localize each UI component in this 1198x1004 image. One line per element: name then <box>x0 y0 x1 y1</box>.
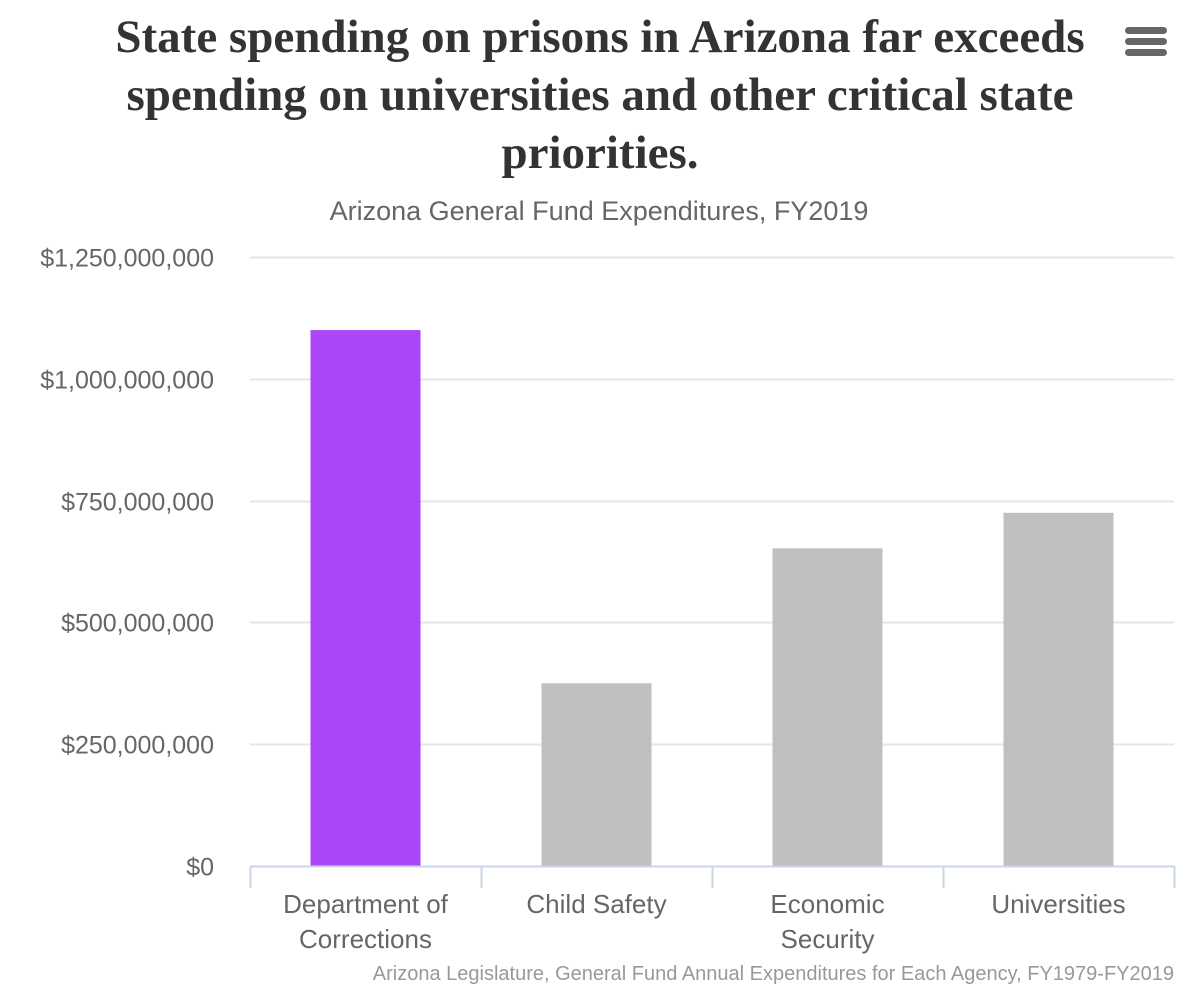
y-tick-label: $1,250,000,000 <box>40 245 214 273</box>
chart-title: State spending on prisons in Arizona far… <box>115 11 1085 179</box>
x-tick-label: Child Safety <box>526 889 666 919</box>
bar-economic-security <box>772 548 883 866</box>
x-tick-label-line: Security <box>781 924 875 954</box>
source-credits[interactable]: Arizona Legislature, General Fund Annual… <box>372 963 1174 985</box>
menu-bar-middle <box>1125 38 1167 45</box>
bar-department-of-corrections <box>310 330 421 867</box>
hamburger-menu-icon[interactable] <box>1118 18 1174 66</box>
x-axis-labels: Department of Corrections Child Safety Econ… <box>283 889 1126 954</box>
x-tick-label-line: Corrections <box>299 924 432 954</box>
menu-bar-top <box>1125 27 1167 34</box>
x-tick-label: Department of Corrections <box>283 889 449 954</box>
x-tick-label: Economic Security <box>770 889 884 954</box>
x-tick-label-line: Economic <box>770 889 884 919</box>
menu-bar-bottom <box>1125 49 1167 56</box>
y-tick-label: $0 <box>186 854 214 882</box>
y-tick-label: $500,000,000 <box>61 610 214 638</box>
chart-subtitle: Arizona General Fund Expenditures, FY201… <box>329 196 869 226</box>
x-tick-label-line: Department of <box>283 889 449 919</box>
bar-universities <box>1003 512 1114 866</box>
bar-child-safety <box>541 683 652 866</box>
x-tick-label: Universities <box>991 889 1125 919</box>
bars <box>310 330 1114 867</box>
y-axis-labels: $0 $250,000,000 $500,000,000 $750,000,000 $1… <box>40 245 214 882</box>
y-tick-label: $1,000,000,000 <box>40 367 214 395</box>
x-tick-label-line: Universities <box>991 889 1125 919</box>
y-tick-label: $750,000,000 <box>61 489 214 517</box>
y-tick-label: $250,000,000 <box>61 732 214 760</box>
x-tick-label-line: Child Safety <box>526 889 666 919</box>
x-axis <box>249 865 1176 888</box>
